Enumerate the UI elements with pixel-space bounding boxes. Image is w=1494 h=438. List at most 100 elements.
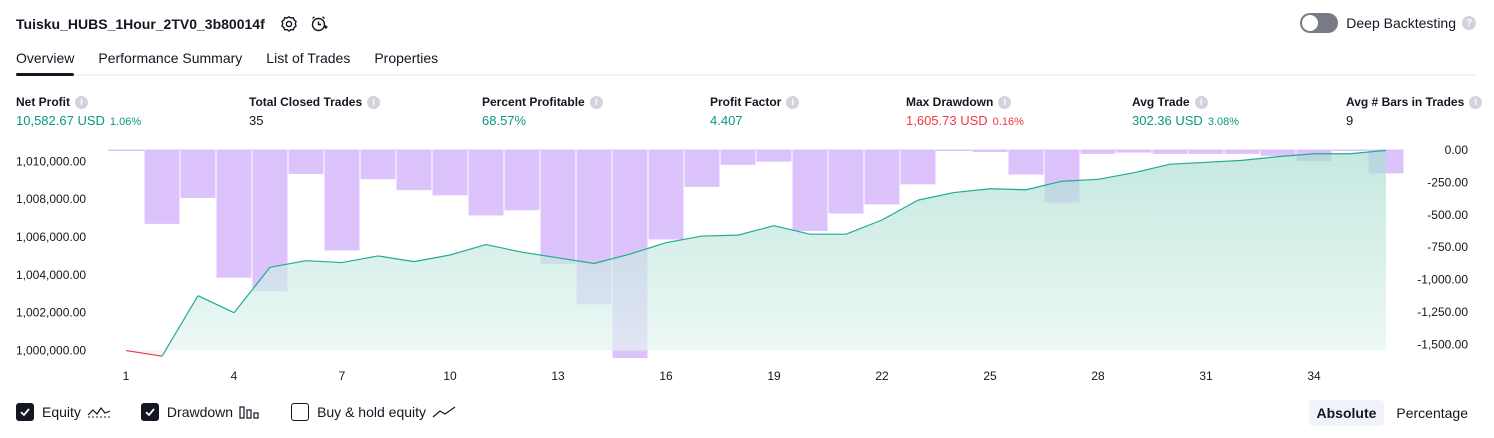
drawdown-bar [972, 150, 1008, 152]
absolute-button[interactable]: Absolute [1308, 400, 1385, 426]
deep-backtesting-toggle[interactable] [1300, 13, 1339, 33]
chart-legend: Equity Drawdown Buy & hold equity [16, 403, 486, 421]
tab-properties[interactable]: Properties [374, 50, 439, 66]
scale-switch: Absolute Percentage [1305, 400, 1477, 426]
help-icon[interactable]: ? [1462, 16, 1476, 30]
add-alert-icon[interactable] [309, 14, 329, 34]
info-icon[interactable]: i [367, 95, 381, 109]
equity-y-tick-label: 1,002,000.00 [16, 306, 86, 320]
metric-value: 1,605.73 USD [906, 113, 988, 128]
drawdown-bar [684, 150, 720, 187]
info-icon[interactable]: i [998, 95, 1012, 109]
equity-line-segment [449, 244, 487, 256]
drawdown-y-tick-label: -1,500.00 [1417, 337, 1468, 351]
equity-line-segment [773, 225, 811, 235]
equity-line-segment [1169, 161, 1207, 165]
metric-value: 35 [249, 113, 264, 128]
x-tick-label: 7 [339, 369, 346, 383]
equity-line-segment [233, 266, 271, 314]
drawdown-bar [1116, 150, 1152, 153]
metric-label: Max Drawdown [906, 95, 994, 109]
equity-line-segment [557, 257, 595, 265]
drawdown-bar [828, 150, 864, 214]
equity-line-segment [125, 349, 163, 357]
toggle-knob [1302, 15, 1319, 31]
tab-bar: Overview Performance Summary List of Tra… [16, 46, 1476, 76]
equity-line-segment [485, 244, 523, 253]
equity-y-tick-label: 1,008,000.00 [16, 192, 86, 206]
buy-hold-checkbox[interactable] [291, 403, 310, 421]
metric-avg-bars: Avg # Bars in Trades i 9 [1346, 94, 1483, 128]
drawdown-bar [1008, 150, 1044, 175]
x-tick-label: 25 [983, 369, 997, 383]
drawdown-bar [468, 150, 504, 216]
drawdown-bars-icon [239, 405, 261, 419]
equity-checkbox[interactable] [16, 403, 34, 421]
tab-overview[interactable]: Overview [16, 46, 75, 76]
equity-line-segment [1205, 159, 1243, 163]
drawdown-bar [900, 150, 936, 185]
equity-line-segment [377, 255, 415, 263]
deep-backtesting-label: Deep Backtesting [1346, 15, 1456, 31]
drawdown-bar [1332, 150, 1368, 151]
drawdown-bar [1224, 150, 1260, 154]
metric-value: 302.36 USD [1132, 113, 1203, 128]
equity-area [126, 150, 1386, 357]
buy-hold-line-icon [432, 405, 456, 419]
drawdown-bar [144, 150, 180, 224]
x-tick-label: 13 [551, 369, 565, 383]
info-icon[interactable]: i [1194, 95, 1208, 109]
equity-y-tick-label: 1,010,000.00 [16, 154, 86, 168]
percentage-button[interactable]: Percentage [1396, 405, 1468, 421]
legend-buy-hold[interactable]: Buy & hold equity [291, 403, 456, 421]
drawdown-bar [396, 150, 432, 191]
equity-line-segment [305, 260, 343, 264]
x-tick-label: 4 [231, 369, 238, 383]
metric-label: Net Profit [16, 95, 70, 109]
equity-line-segment [1349, 149, 1387, 155]
metric-label: Avg # Bars in Trades [1346, 95, 1465, 109]
drawdown-bar [936, 150, 972, 151]
x-tick-label: 16 [659, 369, 673, 383]
legend-drawdown-label: Drawdown [166, 404, 234, 420]
equity-line-segment [701, 234, 739, 237]
metric-value: 10,582.67 USD [16, 113, 105, 128]
metric-percent: 3.08% [1207, 116, 1240, 128]
legend-buy-hold-label: Buy & hold equity [317, 404, 427, 420]
metric-value: 9 [1346, 113, 1354, 128]
metric-label: Total Closed Trades [249, 95, 363, 109]
equity-line-segment [1097, 172, 1135, 180]
equity-line-segment [665, 235, 703, 244]
equity-y-tick-label: 1,006,000.00 [16, 230, 86, 244]
drawdown-checkbox[interactable] [140, 403, 159, 421]
x-tick-label: 10 [443, 369, 457, 383]
metric-percent-profitable: Percent Profitable i 68.57% [482, 94, 603, 128]
metric-value: 68.57% [482, 113, 527, 128]
info-icon[interactable]: i [786, 95, 800, 109]
settings-icon[interactable] [279, 14, 299, 34]
metric-label: Profit Factor [710, 95, 782, 109]
metric-label: Percent Profitable [482, 95, 585, 109]
strategy-title: Tuisku_HUBS_1Hour_2TV0_3b80014f [16, 16, 265, 32]
legend-equity-label: Equity [42, 404, 81, 420]
x-tick-label: 31 [1199, 369, 1213, 383]
metric-total-closed-trades: Total Closed Trades i 35 [249, 94, 381, 128]
legend-drawdown[interactable]: Drawdown [140, 403, 261, 421]
drawdown-bar [648, 150, 684, 240]
drawdown-y-tick-label: -1,000.00 [1417, 273, 1468, 287]
info-icon[interactable]: i [1469, 95, 1483, 109]
legend-equity[interactable]: Equity [16, 403, 111, 421]
tab-list-of-trades[interactable]: List of Trades [266, 50, 351, 66]
x-tick-label: 22 [875, 369, 889, 383]
drawdown-bar [1152, 150, 1188, 154]
equity-line-icon [87, 405, 111, 419]
equity-y-tick-label: 1,004,000.00 [16, 268, 86, 282]
info-icon[interactable]: i [75, 95, 88, 109]
equity-drawdown-chart[interactable]: 1,010,000.00 1,008,000.00 1,006,000.00 1,00… [0, 140, 1494, 390]
tab-performance-summary[interactable]: Performance Summary [98, 50, 243, 66]
info-icon[interactable]: i [589, 95, 603, 109]
equity-line-segment [629, 242, 667, 255]
drawdown-y-tick-label: -500.00 [1427, 208, 1468, 222]
metric-avg-trade: Avg Trade i 302.36 USD 3.08% [1132, 94, 1239, 128]
equity-line-segment [269, 260, 307, 268]
